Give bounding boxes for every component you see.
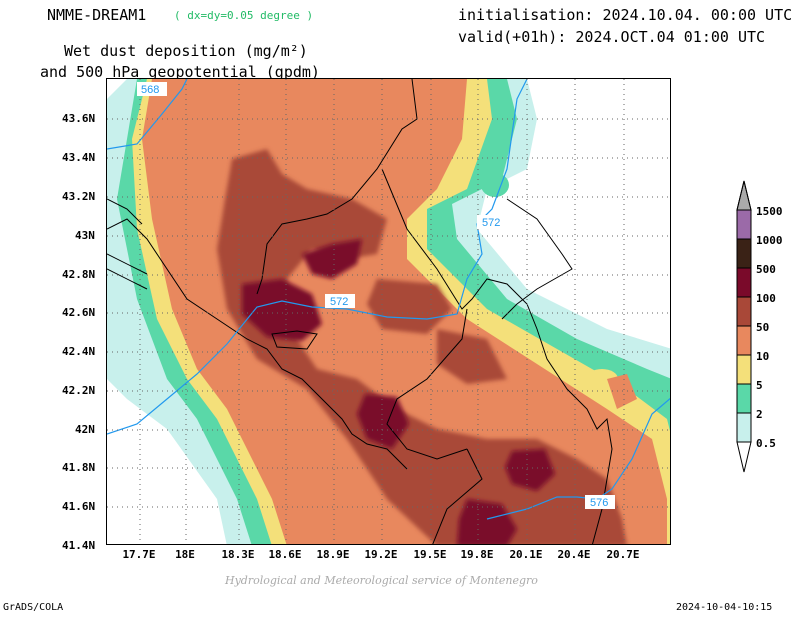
colorbar-label: 500 xyxy=(756,263,776,276)
lon-label: 18.6E xyxy=(268,548,302,561)
colorbar-swatch xyxy=(736,209,752,240)
colorbar-label: 1000 xyxy=(756,234,783,247)
contour-label-576: 576 xyxy=(590,497,608,509)
colorbar-swatch xyxy=(736,412,752,443)
colorbar-swatch xyxy=(736,296,752,327)
lat-label: 41.4N xyxy=(62,539,96,552)
contour-label-572-east: 572 xyxy=(482,217,500,229)
colorbar-swatch xyxy=(736,383,752,414)
contour-labels: 568 572 572 576 xyxy=(137,82,615,509)
colorbar-label: 50 xyxy=(756,321,770,334)
colorbar-top-arrow xyxy=(736,180,752,211)
colorbar-label: 0.5 xyxy=(756,437,776,450)
lon-label: 19.8E xyxy=(460,548,494,561)
model-title: NMME-DREAM1 xyxy=(47,6,147,24)
lon-label: 18.9E xyxy=(316,548,350,561)
lat-label: 42.4N xyxy=(62,345,96,358)
variable-title-line2: and 500 hPa geopotential (gpdm) xyxy=(40,63,320,81)
colorbar-label: 10 xyxy=(756,350,770,363)
lat-label: 43N xyxy=(75,229,95,242)
valid-time: valid(+01h): 2024.OCT.04 01:00 UTC xyxy=(458,28,766,46)
lon-label: 20.7E xyxy=(606,548,640,561)
software-credit: GrADS/COLA xyxy=(3,602,64,613)
colorbar-label: 100 xyxy=(756,292,776,305)
lat-label: 43.4N xyxy=(62,151,96,164)
colorbar-swatch xyxy=(736,238,752,269)
colorbar-top-arrow-fill xyxy=(736,180,752,211)
contour-label-572-west: 572 xyxy=(330,296,348,308)
variable-title-line1: Wet dust deposition (mg/m²) xyxy=(64,42,308,60)
colorbar-label: 5 xyxy=(756,379,763,392)
lon-label: 19.5E xyxy=(413,548,447,561)
lat-label: 42N xyxy=(75,423,95,436)
generation-timestamp: 2024-10-04-10:15 xyxy=(676,602,773,613)
dust-deposition-map: 568 572 572 576 xyxy=(107,79,670,544)
initialisation-time: initialisation: 2024.10.04. 00:00 UTC xyxy=(458,6,793,24)
lat-label: 43.6N xyxy=(62,112,96,125)
credit-line: Hydrological and Meteorological service … xyxy=(225,574,538,587)
lat-label: 42.6N xyxy=(62,306,96,319)
lat-label: 43.2N xyxy=(62,190,96,203)
contour-label-568: 568 xyxy=(141,84,159,96)
colorbar-label: 2 xyxy=(756,408,763,421)
lon-label: 19.2E xyxy=(364,548,398,561)
lon-label: 17.7E xyxy=(122,548,156,561)
lat-label: 41.8N xyxy=(62,461,96,474)
colorbar-swatch xyxy=(736,325,752,356)
colorbar xyxy=(736,180,752,473)
lat-label: 41.6N xyxy=(62,500,96,513)
lat-label: 42.8N xyxy=(62,268,96,281)
lat-label: 42.2N xyxy=(62,384,96,397)
colorbar-swatch xyxy=(736,267,752,298)
colorbar-bottom-arrow xyxy=(736,441,752,473)
deposition-band-100 xyxy=(242,239,555,544)
lon-label: 20.1E xyxy=(509,548,543,561)
colorbar-swatch xyxy=(736,354,752,385)
lon-label: 18.3E xyxy=(221,548,255,561)
map-panel: 568 572 572 576 xyxy=(106,78,671,545)
lon-label: 18E xyxy=(175,548,195,561)
lat-lon-grid xyxy=(107,79,670,544)
lon-label: 20.4E xyxy=(557,548,591,561)
country-borders xyxy=(107,79,613,544)
resolution-note: ( dx=dy=0.05 degree ) xyxy=(174,9,314,22)
colorbar-label: 1500 xyxy=(756,205,783,218)
